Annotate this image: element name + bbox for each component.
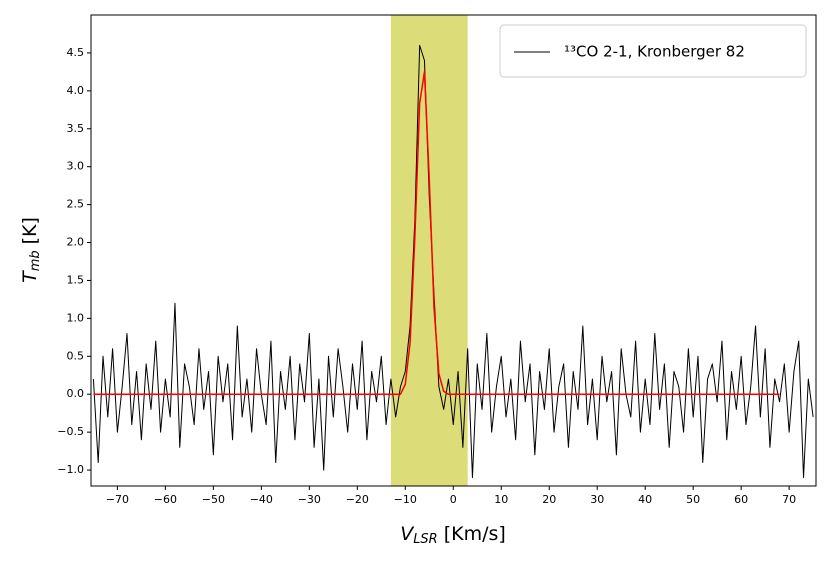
x-tick-label: −10: [394, 493, 417, 506]
legend: ¹³CO 2-1, Kronberger 82: [499, 24, 807, 78]
x-tick-label: −30: [298, 493, 321, 506]
y-tick-label: −1.0: [57, 463, 84, 476]
y-tick-label: 3.5: [67, 122, 85, 135]
y-tick-label: 0.0: [67, 387, 85, 400]
y-axis-label: Tmb[K]: [19, 217, 43, 283]
x-tick-label: 40: [638, 493, 652, 506]
x-tick-label: 60: [734, 493, 748, 506]
y-tick-label: 0.5: [67, 349, 85, 362]
x-tick-label: 70: [782, 493, 796, 506]
plot-area: [92, 15, 814, 486]
y-tick-label: 3.0: [67, 160, 85, 173]
legend-box: [499, 24, 807, 78]
legend-label: ¹³CO 2-1, Kronberger 82: [564, 43, 745, 61]
spectrum-line: [92, 44, 814, 479]
x-tick-label: 0: [450, 493, 457, 506]
highlight-span: [390, 15, 468, 486]
y-tick-label: 2.5: [67, 198, 85, 211]
x-axis-label: VLSR [Km/s]: [400, 523, 506, 547]
x-tick-label: −20: [346, 493, 369, 506]
y-tick-label: 4.5: [67, 46, 85, 59]
y-tick-label: −0.5: [57, 425, 84, 438]
x-tick-label: 50: [686, 493, 700, 506]
y-tick-label: 2.0: [67, 236, 85, 249]
y-tick-label: 1.0: [67, 311, 85, 324]
x-tick-label: −70: [106, 493, 129, 506]
x-tick-label: 10: [494, 493, 508, 506]
x-tick-label: −60: [154, 493, 177, 506]
fit-line: [93, 71, 780, 395]
y-tick-label: 4.0: [67, 84, 85, 97]
x-tick-label: 30: [590, 493, 604, 506]
x-tick-label: −40: [250, 493, 273, 506]
x-tick-label: 20: [542, 493, 556, 506]
x-tick-label: −50: [202, 493, 225, 506]
y-tick-label: 1.5: [67, 273, 85, 286]
